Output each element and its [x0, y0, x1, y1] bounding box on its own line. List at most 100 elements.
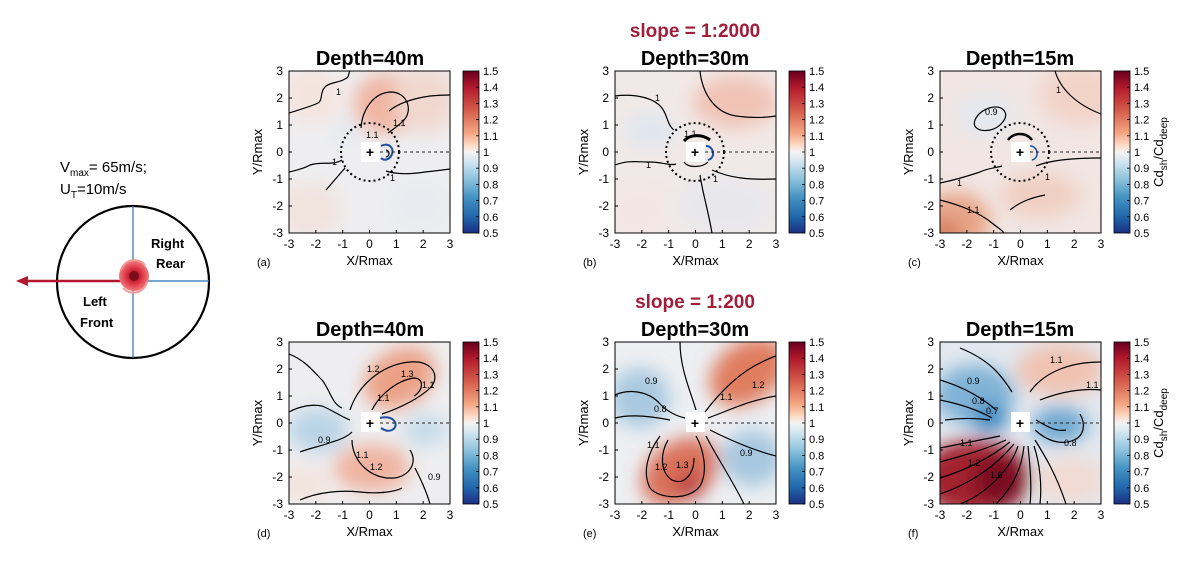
- colorbar-tick-label: 1.4: [483, 82, 498, 94]
- y-axis-label: Y/Rmax: [576, 128, 591, 175]
- colorbar-tick-label: 1.1: [483, 131, 498, 143]
- panel-e-field: + 1.2 1.1 0.9 0.8 1.2 1.1 0.9 1.3: [615, 342, 776, 504]
- colorbar-tick-label: 1.1: [483, 402, 498, 414]
- quadrant-left: Left: [83, 294, 108, 309]
- y-tick-label: 1: [927, 118, 934, 132]
- x-tick-label: -2: [636, 508, 647, 522]
- colorbar-tick-label: 0.5: [809, 499, 824, 511]
- x-tick-label: 1: [1044, 508, 1051, 522]
- colorbar-tick-label: 0.7: [1134, 196, 1149, 208]
- y-tick-label: -1: [272, 172, 283, 186]
- colorbar-tick-label: 0.7: [809, 196, 824, 208]
- panel-a-contour-label: 1: [390, 173, 395, 183]
- colorbar-tick-label: 1: [809, 147, 815, 159]
- x-tick-label: -1: [663, 237, 674, 251]
- colorbar-tick-label: 0.5: [483, 228, 498, 240]
- colorbar-tick-label: 0.5: [1134, 499, 1149, 511]
- panel-c-contour-label: 1: [1045, 172, 1050, 182]
- panel-e: Depth=30m + 1.2 1.1 0.9: [614, 319, 777, 505]
- y-tick-label: -1: [598, 443, 609, 457]
- y-tick-label: 0: [602, 145, 609, 159]
- y-axis-label: Y/Rmax: [250, 399, 265, 446]
- y-tick-label: -1: [272, 443, 283, 457]
- panel-a-field: + 1 1 1.1 1.1 1: [289, 71, 450, 233]
- panel-e-contour-label: 1.3: [676, 460, 689, 470]
- row-title-slope-1-2000: slope = 1:2000: [630, 21, 760, 42]
- x-tick-label: 2: [1071, 237, 1078, 251]
- panel-f: Depth=15m: [939, 319, 1102, 505]
- panel-tag: (b): [583, 257, 596, 269]
- colorbar-tick-label: 0.7: [483, 467, 498, 479]
- x-tick-label: -2: [636, 237, 647, 251]
- panel-e-contour-label: 0.9: [740, 448, 753, 458]
- y-tick-label: -3: [598, 226, 609, 240]
- quadrant-right: Right: [151, 236, 185, 251]
- colorbar-tick-label: 0.5: [483, 499, 498, 511]
- panel-a-contour-label: 1: [332, 157, 337, 167]
- ut-label: UT=10m/s: [60, 181, 127, 201]
- x-tick-label: -3: [935, 508, 946, 522]
- y-tick-label: 2: [276, 362, 283, 376]
- colorbar-tick-label: 0.5: [1134, 228, 1149, 240]
- panel-tag: (e): [583, 528, 596, 540]
- x-axis-label: X/Rmax: [346, 253, 393, 268]
- panel-e-contour-label: 0.8: [654, 404, 667, 414]
- panel-d-contour-label: 0.9: [318, 435, 331, 445]
- colorbar-tick-label: 1.5: [809, 337, 824, 349]
- x-tick-label: 2: [1071, 508, 1078, 522]
- y-tick-label: 2: [927, 362, 934, 376]
- colorbar-tick-label: 1.2: [1134, 386, 1149, 398]
- x-tick-label: 3: [447, 508, 454, 522]
- x-tick-label: -3: [610, 508, 621, 522]
- x-axis-label: X/Rmax: [672, 253, 719, 268]
- colorbar-tick-label: 1.4: [483, 353, 498, 365]
- svg-text:+: +: [1016, 144, 1024, 160]
- x-tick-label: 1: [393, 237, 400, 251]
- colorbar-tick-label: 1: [1134, 147, 1140, 159]
- y-axis-label: Y/Rmax: [901, 399, 916, 446]
- x-tick-label: 1: [719, 508, 726, 522]
- panel-b-title: Depth=30m: [641, 48, 749, 70]
- y-tick-label: -1: [923, 172, 934, 186]
- colorbar-tick-label: 0.8: [1134, 450, 1149, 462]
- colorbar-tick-label: 1.2: [483, 115, 498, 127]
- colorbar-tick-label: 0.6: [809, 212, 824, 224]
- y-tick-label: -3: [923, 226, 934, 240]
- panel-b-contour-label: 1.1: [684, 129, 697, 139]
- x-tick-label: 0: [366, 508, 373, 522]
- y-tick-label: -3: [598, 497, 609, 511]
- panel-f-title: Depth=15m: [966, 319, 1074, 341]
- panel-c: Depth=15m + 1 0.9 1 1.: [939, 48, 1102, 234]
- y-tick-label: 0: [276, 145, 283, 159]
- y-tick-label: -3: [923, 497, 934, 511]
- panel-c-contour-label: 1: [957, 178, 962, 188]
- x-tick-label: -2: [961, 508, 972, 522]
- x-tick-label: 1: [393, 508, 400, 522]
- panel-f-contour-label: 1.1: [960, 438, 973, 448]
- panel-c-title: Depth=15m: [966, 48, 1074, 70]
- colorbar-tick-label: 0.9: [809, 434, 824, 446]
- motion-arrow-head: [16, 276, 28, 286]
- y-tick-label: -2: [923, 199, 934, 213]
- panel-a-title: Depth=40m: [316, 48, 424, 70]
- panel-d-contour-label: 1.2: [370, 462, 383, 472]
- x-axis-label: X/Rmax: [672, 524, 719, 539]
- y-tick-label: 3: [276, 64, 283, 78]
- x-tick-label: 2: [746, 508, 753, 522]
- y-axis-label: Y/Rmax: [576, 399, 591, 446]
- colorbar-tick-label: 0.9: [1134, 434, 1149, 446]
- panel-b-contour-label: 1: [646, 160, 651, 170]
- panel-a-contour-label: 1.1: [366, 130, 379, 140]
- panel-f-contour-label: 0.8: [1064, 438, 1077, 448]
- panel-e-title: Depth=30m: [641, 319, 749, 341]
- panel-tag: (c): [908, 257, 921, 269]
- x-tick-label: -1: [337, 508, 348, 522]
- x-tick-label: -2: [961, 237, 972, 251]
- colorbar-tick-label: 1: [483, 147, 489, 159]
- x-tick-label: 0: [1017, 508, 1024, 522]
- panel-d-contour-label: 1.1: [377, 393, 390, 403]
- y-tick-label: -1: [598, 172, 609, 186]
- colorbar-tick-label: 0.7: [483, 196, 498, 208]
- quadrant-rear: Rear: [156, 256, 185, 271]
- colorbar-tick-label: 1.5: [483, 337, 498, 349]
